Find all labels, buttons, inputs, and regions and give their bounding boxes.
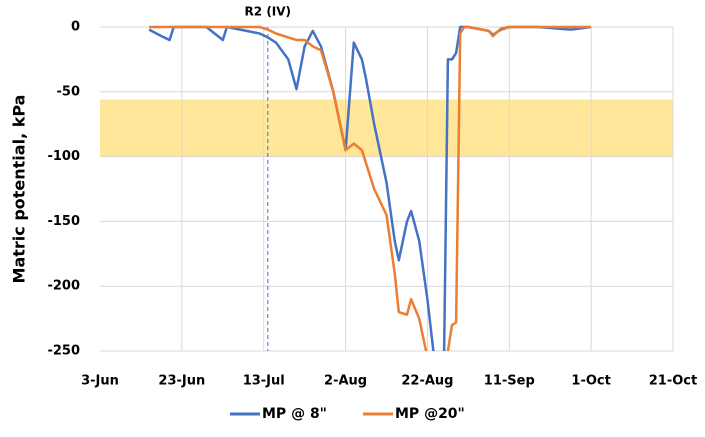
- data-line: [149, 25, 592, 351]
- target-band: [100, 99, 673, 157]
- y-tick-label: -100: [47, 149, 80, 164]
- plot-lines: [148, 25, 592, 351]
- y-tick-label: 0: [71, 20, 80, 35]
- x-tick-label: 11-Sep: [484, 374, 535, 389]
- x-tick-label: 13-Jul: [243, 374, 285, 389]
- x-tick-label: 3-Jun: [81, 374, 119, 389]
- x-tick-label: 1-Oct: [571, 374, 610, 389]
- y-tick-label: -200: [47, 279, 80, 294]
- legend-label: MP @ 8": [262, 406, 327, 422]
- y-tick-label: -50: [57, 84, 81, 99]
- legend-label: MP @20": [395, 406, 465, 422]
- y-tick-label: -150: [47, 214, 80, 229]
- annotation-label: R2 (IV): [245, 5, 292, 19]
- x-tick-label: 21-Oct: [649, 374, 697, 389]
- y-axis-title: Matric potential, kPa: [10, 95, 29, 284]
- data-line: [148, 25, 592, 351]
- x-tick-label: 22-Aug: [401, 374, 453, 389]
- x-tick-label: 23-Jun: [158, 374, 205, 389]
- x-tick-label: 2-Aug: [324, 374, 367, 389]
- y-tick-label: -250: [47, 344, 80, 359]
